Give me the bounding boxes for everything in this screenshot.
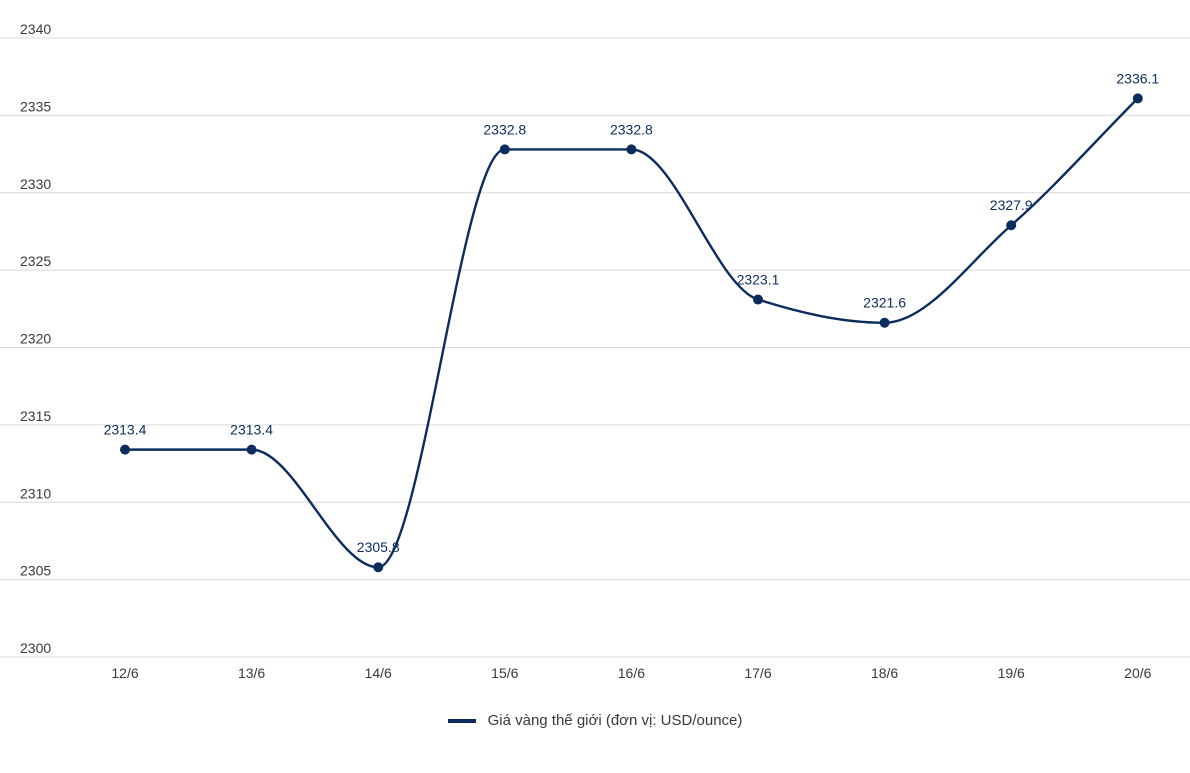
data-label-12-6: 2313.4	[104, 422, 147, 438]
y-tick-2305: 2305	[20, 563, 51, 579]
series-line-group	[124, 97, 1139, 569]
y-tick-2340: 2340	[20, 21, 51, 37]
data-label-16-6: 2332.8	[610, 121, 653, 137]
x-tick-17-6: 17/6	[744, 665, 771, 681]
data-labels: 2313.4 2313.4 2305.8 2332.8 2332.8 2323.1 2321…	[104, 70, 1160, 555]
data-point-17-6	[753, 294, 763, 305]
data-label-19-6: 2327.9	[990, 197, 1033, 213]
gridlines	[0, 37, 1190, 658]
data-label-18-6: 2321.6	[863, 295, 906, 311]
x-tick-15-6: 15/6	[491, 665, 518, 681]
series-line	[124, 97, 1139, 569]
data-point-12-6	[120, 444, 130, 455]
x-tick-19-6: 19/6	[998, 665, 1025, 681]
legend-label: Giá vàng thế giới (đơn vị: USD/ounce)	[487, 712, 743, 729]
data-point-14-6	[373, 562, 384, 573]
x-tick-18-6: 18/6	[871, 665, 898, 681]
data-point-20-6	[1132, 93, 1143, 104]
y-tick-2320: 2320	[20, 331, 51, 347]
y-tick-2335: 2335	[20, 98, 51, 114]
x-tick-16-6: 16/6	[618, 665, 645, 681]
x-tick-14-6: 14/6	[365, 665, 392, 681]
y-tick-2325: 2325	[20, 253, 51, 269]
data-label-14-6: 2305.8	[357, 539, 400, 555]
y-tick-2310: 2310	[20, 485, 51, 501]
x-axis-tick-labels: 12/6 13/6 14/6 15/6 16/6 17/6 18/6 19/6 20/6	[111, 665, 1151, 681]
data-points	[120, 93, 1143, 573]
data-point-13-6	[246, 444, 257, 455]
x-tick-13-6: 13/6	[238, 665, 265, 681]
data-point-15-6	[499, 144, 510, 155]
y-axis-tick-labels: 2300 2305 2310 2315 2320 2325 2330 2335 2340	[20, 21, 51, 656]
legend: Giá vàng thế giới (đơn vị: USD/ounce)	[0, 712, 1190, 729]
x-tick-20-6: 20/6	[1124, 665, 1151, 681]
data-label-15-6: 2332.8	[483, 121, 526, 137]
data-label-17-6: 2323.1	[737, 272, 780, 288]
x-tick-12-6: 12/6	[111, 665, 138, 681]
data-label-13-6: 2313.4	[230, 422, 273, 438]
y-tick-2315: 2315	[20, 408, 51, 424]
data-label-20-6: 2336.1	[1116, 70, 1159, 86]
data-point-18-6	[879, 317, 890, 328]
legend-swatch	[447, 718, 476, 723]
y-tick-2330: 2330	[20, 176, 51, 192]
data-point-16-6	[626, 144, 637, 155]
y-tick-2300: 2300	[20, 640, 51, 656]
data-point-19-6	[1006, 220, 1017, 231]
